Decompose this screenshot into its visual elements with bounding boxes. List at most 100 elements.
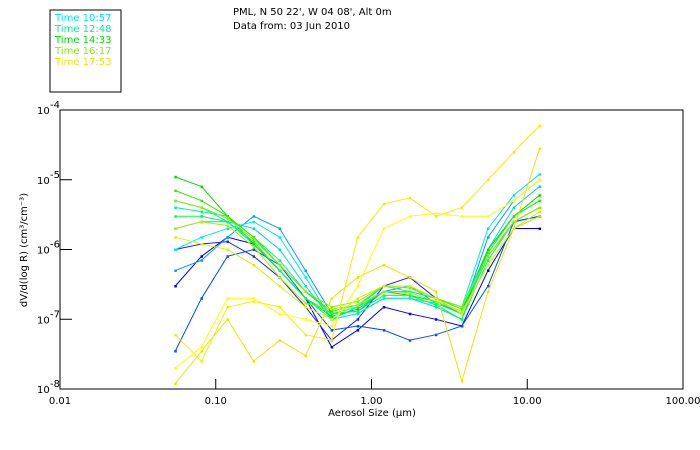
data-point [434, 333, 438, 337]
data-point [434, 215, 438, 218]
data-point [304, 333, 308, 337]
legend-box [49, 9, 122, 93]
data-point [252, 227, 256, 231]
legend-entry: Time 12:48 [54, 24, 111, 35]
x-tick-label: 100.00 [666, 396, 700, 407]
data-point [330, 310, 334, 313]
data-point [200, 220, 203, 224]
data-point [278, 236, 282, 239]
data-point [252, 238, 256, 241]
data-point [278, 305, 282, 309]
data-point [460, 308, 464, 311]
data-point [174, 206, 177, 210]
data-point [174, 175, 177, 179]
data-point [278, 248, 282, 251]
series-yellow-2 [174, 147, 542, 385]
data-point [174, 333, 177, 337]
data-point [330, 297, 334, 300]
data-point [200, 360, 203, 363]
data-point [538, 147, 542, 151]
data-point [226, 217, 230, 220]
y-tick-exponent: -7 [50, 309, 60, 320]
data-point [200, 259, 203, 262]
data-point [408, 215, 412, 218]
data-point [330, 346, 334, 349]
data-point [200, 236, 203, 239]
legend-entry: Time 16:17 [54, 46, 111, 57]
data-point [330, 329, 334, 332]
data-point [174, 350, 177, 353]
data-point [174, 269, 177, 272]
series-blue-1 [174, 227, 542, 349]
data-point [278, 312, 282, 316]
data-point [408, 287, 412, 290]
data-point [174, 215, 177, 218]
data-point [278, 259, 282, 262]
data-point [330, 305, 334, 309]
data-point [252, 220, 256, 224]
data-point [460, 318, 464, 321]
data-point [226, 248, 230, 251]
data-point [304, 269, 308, 272]
data-point [278, 276, 282, 279]
data-point [278, 339, 282, 342]
data-point [278, 269, 282, 272]
data-point [330, 312, 334, 316]
data-point [487, 290, 490, 293]
data-point [382, 329, 386, 332]
plot-frame [59, 109, 684, 390]
data-point [174, 227, 177, 231]
data-point [460, 312, 464, 316]
data-point [278, 263, 282, 267]
data-point [200, 255, 203, 258]
data-point [356, 310, 360, 313]
data-point [278, 284, 282, 288]
data-point [356, 312, 360, 316]
data-point [356, 308, 360, 311]
data-point [356, 236, 360, 239]
series-cyan-1 [174, 178, 542, 316]
data-point [252, 240, 256, 244]
data-point [200, 210, 203, 214]
data-point [226, 305, 230, 309]
series-yellow-3 [174, 178, 542, 370]
data-point [487, 248, 490, 251]
data-point [434, 290, 438, 293]
series-line [174, 179, 540, 369]
data-point [487, 259, 490, 262]
data-point [538, 199, 542, 203]
data-point [174, 382, 177, 385]
data-point [487, 269, 490, 272]
data-point [538, 194, 542, 197]
data-point [382, 305, 386, 309]
series-green-2 [174, 189, 542, 313]
data-point [538, 227, 542, 231]
data-point [226, 224, 230, 228]
data-point [434, 302, 438, 305]
y-axis-label: dV/d(log R) (cm³/cm⁻³) [19, 193, 30, 307]
data-point [356, 318, 360, 321]
data-point [382, 284, 386, 288]
series-green-3 [174, 206, 542, 321]
data-point [538, 173, 542, 176]
data-point [174, 236, 177, 239]
data-point [356, 304, 360, 307]
data-point [408, 339, 412, 342]
data-point [460, 310, 464, 313]
legend-entry: Time 17:53 [54, 57, 111, 68]
data-point [200, 185, 203, 189]
data-point [434, 305, 438, 309]
y-tick-label: 10 [37, 176, 50, 187]
data-point [330, 315, 334, 318]
data-point [252, 360, 256, 363]
data-point [382, 263, 386, 267]
data-point [252, 255, 256, 258]
data-point [538, 210, 542, 214]
data-point [200, 297, 203, 300]
data-point [252, 236, 256, 239]
data-point [382, 294, 386, 297]
data-point [382, 290, 386, 293]
data-point [200, 199, 203, 203]
data-point [356, 300, 360, 303]
